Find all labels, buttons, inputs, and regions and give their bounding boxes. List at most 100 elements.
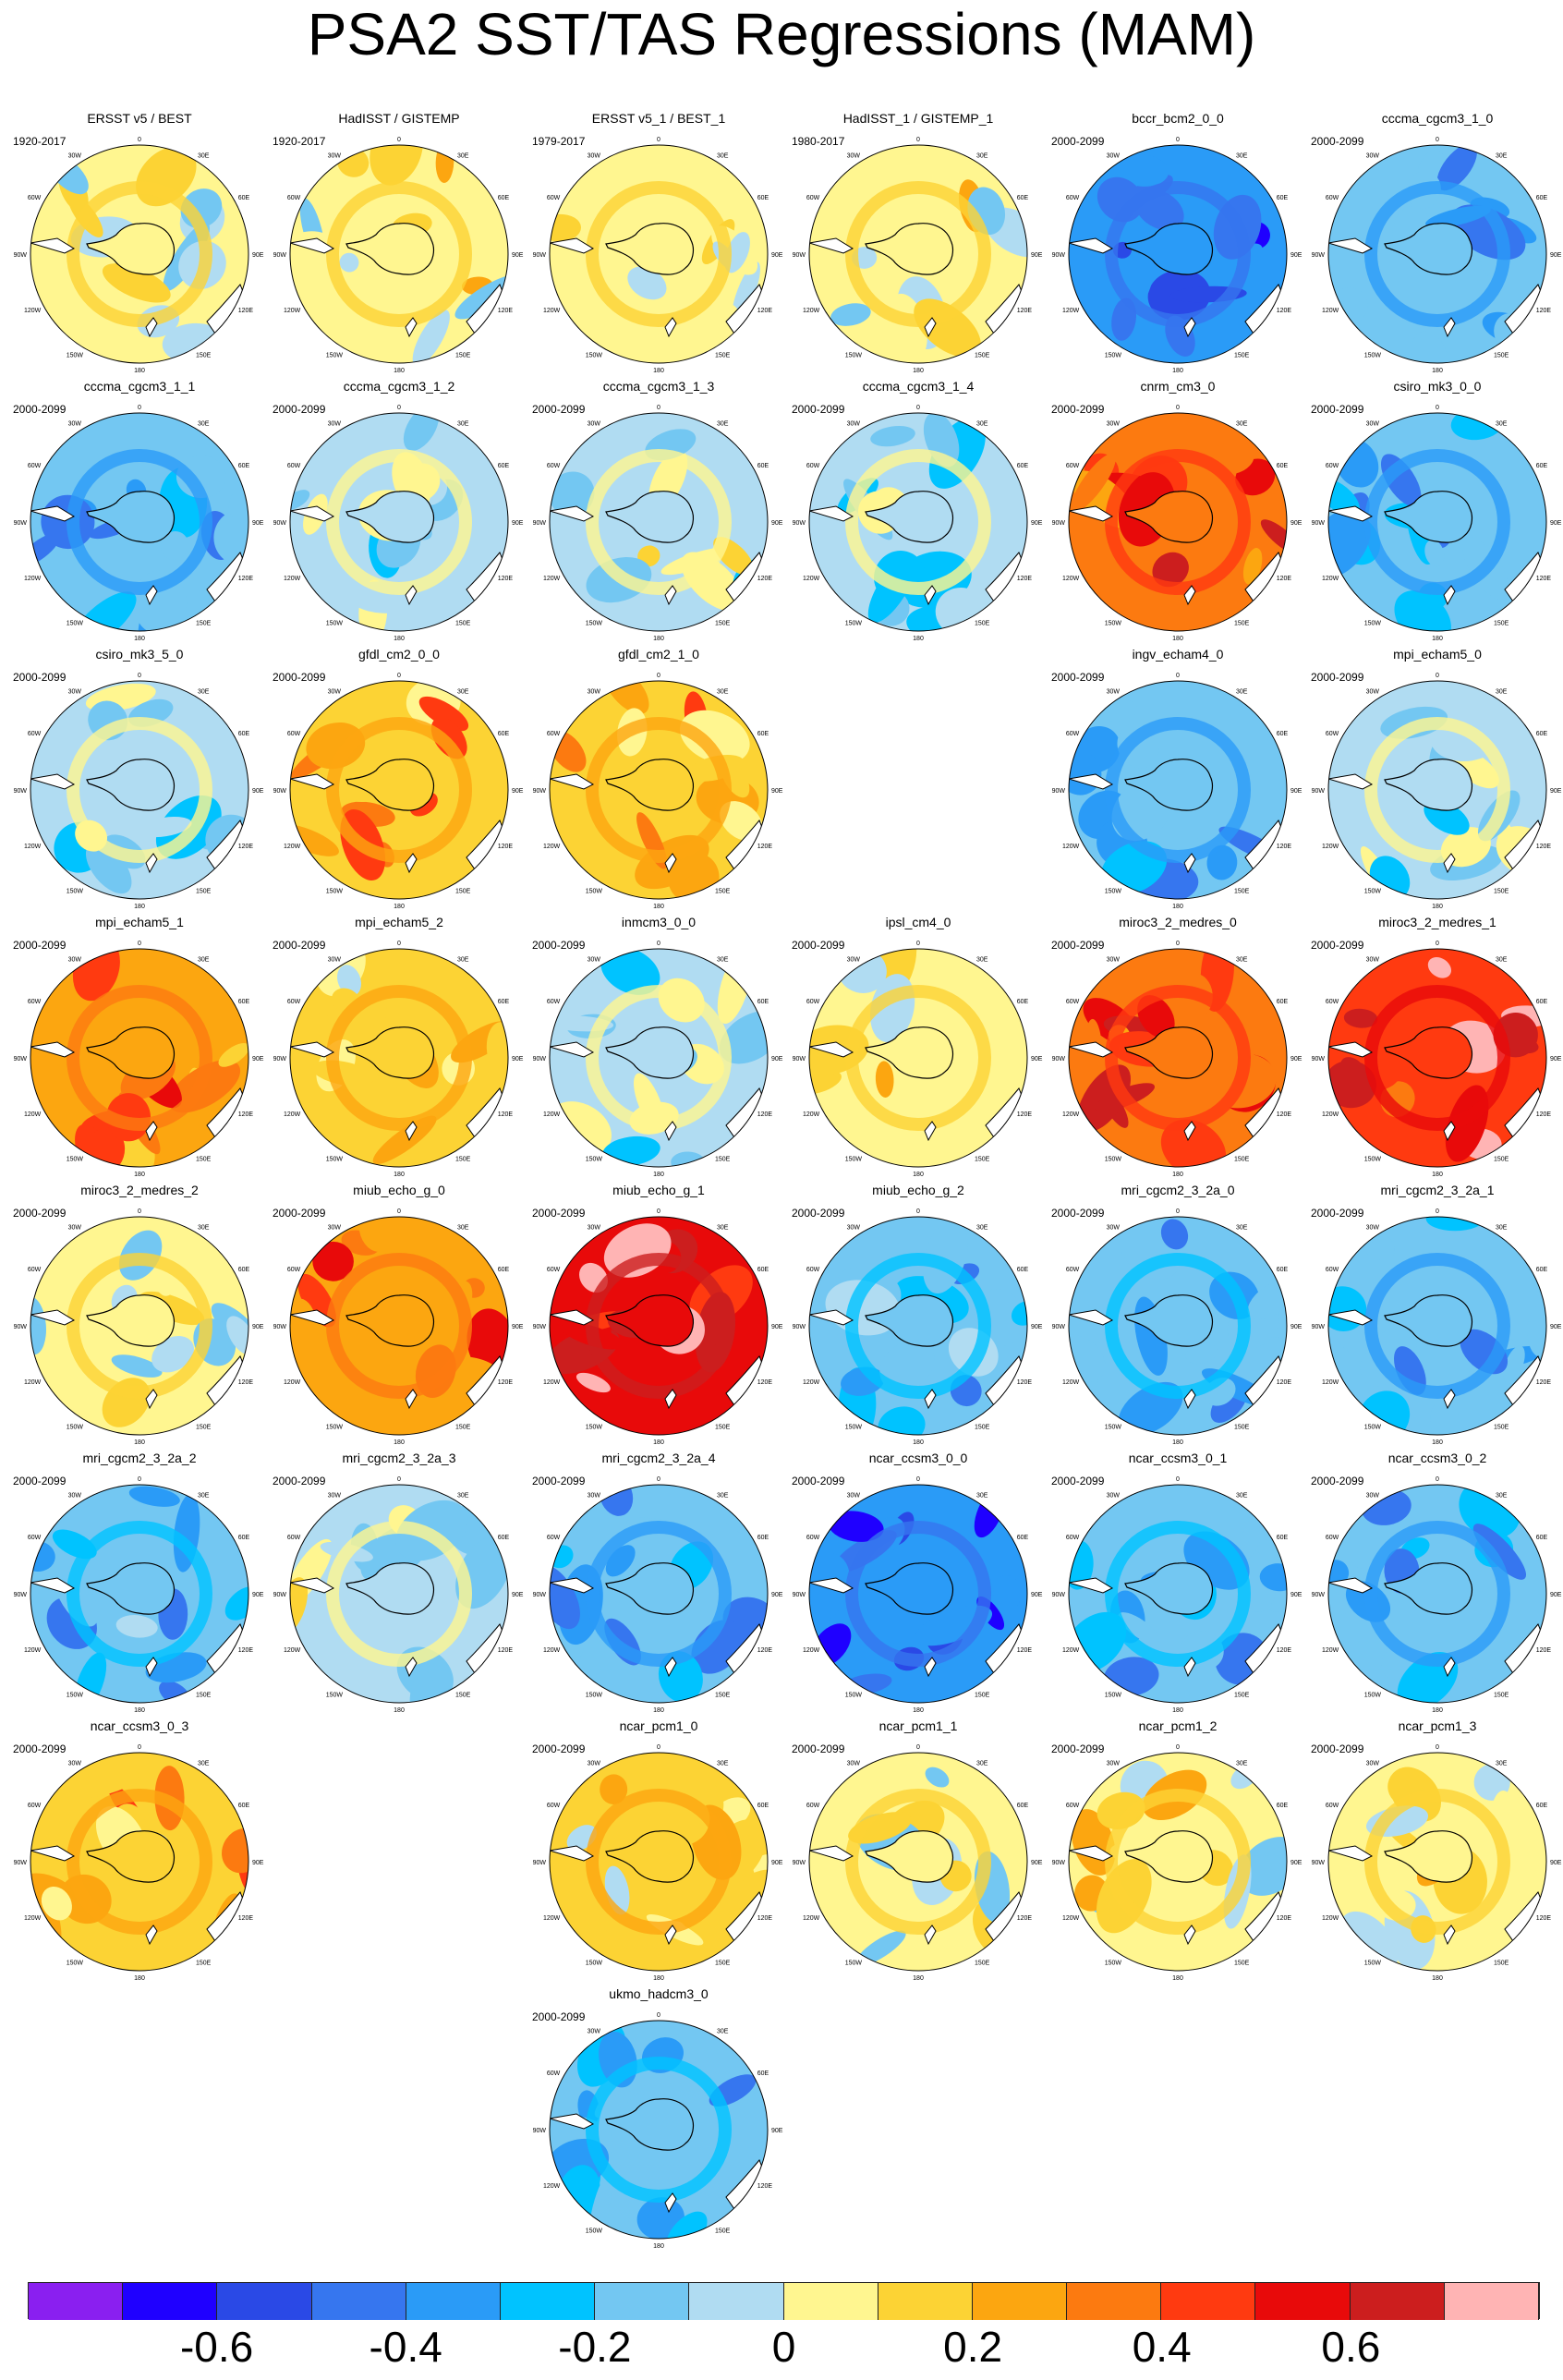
map-border bbox=[1068, 1484, 1288, 1704]
longitude-label: 150E bbox=[1234, 1961, 1250, 1967]
longitude-label: 150W bbox=[67, 1961, 84, 1967]
longitude-label: 90W bbox=[1052, 788, 1066, 795]
antarctica-outline bbox=[865, 1830, 954, 1883]
panel-title: ukmo_hadcm3_0 bbox=[609, 1986, 709, 2001]
anomaly-patch bbox=[41, 1886, 72, 1921]
longitude-label: 150E bbox=[715, 1961, 731, 1967]
longitude-label: 60W bbox=[806, 1535, 820, 1541]
anomaly-ring bbox=[1364, 1521, 1510, 1667]
south-america-tip bbox=[1069, 1577, 1114, 1594]
longitude-label: 0 bbox=[397, 673, 401, 679]
longitude-label: 90E bbox=[252, 788, 264, 795]
anomaly-ring bbox=[586, 1789, 732, 1935]
longitude-label: 180 bbox=[1432, 1172, 1443, 1178]
longitude-label: 150E bbox=[455, 621, 471, 627]
anomaly-patch bbox=[1430, 1402, 1465, 1435]
new-zealand bbox=[924, 1925, 937, 1946]
new-zealand bbox=[664, 585, 677, 606]
longitude-label: 0 bbox=[1176, 405, 1180, 411]
longitude-label: 30E bbox=[717, 1760, 729, 1767]
south-america-tip bbox=[290, 1577, 335, 1594]
longitude-label: 150W bbox=[1364, 353, 1382, 359]
new-zealand bbox=[1183, 317, 1196, 338]
panel-title: ncar_ccsm3_0_1 bbox=[1128, 1451, 1228, 1465]
longitude-label: 120W bbox=[543, 844, 561, 850]
anomaly-patch bbox=[372, 1115, 437, 1164]
antarctica-outline bbox=[605, 759, 695, 811]
longitude-label: 90E bbox=[252, 1056, 264, 1062]
longitude-label: 90E bbox=[1031, 1592, 1043, 1598]
antarctica-outline bbox=[605, 223, 695, 275]
colorbar-swatch bbox=[878, 2283, 973, 2320]
longitude-label: 60W bbox=[287, 999, 301, 1005]
longitude-label: 120E bbox=[238, 1915, 254, 1922]
longitude-label: 60E bbox=[1277, 1535, 1289, 1541]
map-panel: ingv_echam4_0 2000-2099 0 30W 30E 60W 60E 90W 90… bbox=[1048, 647, 1308, 911]
longitude-label: 30E bbox=[1236, 1760, 1248, 1767]
panel-title: mpi_echam5_2 bbox=[355, 915, 443, 929]
longitude-label: 90W bbox=[533, 520, 547, 527]
longitude-label: 180 bbox=[913, 1439, 924, 1446]
longitude-label: 120W bbox=[803, 1647, 820, 1654]
longitude-label: 60W bbox=[1326, 195, 1339, 201]
longitude-label: 90E bbox=[1550, 252, 1562, 259]
longitude-label: 150W bbox=[845, 1961, 863, 1967]
panel-title: miub_echo_g_1 bbox=[612, 1183, 705, 1197]
longitude-label: 150W bbox=[1364, 1961, 1382, 1967]
anomaly-patch bbox=[1069, 1334, 1106, 1383]
longitude-label: 90E bbox=[512, 252, 524, 259]
panel-period: 1980-2017 bbox=[792, 135, 845, 148]
anomaly-patch bbox=[224, 1586, 248, 1621]
polar-map: 0 30W 30E 60W 60E 90W 90E 120W 120E 150W 150E 180 bbox=[1052, 1208, 1302, 1446]
polar-map: 0 30W 30E 60W 60E 90W 90E 120W 120E 150W 150E 180 bbox=[1312, 673, 1562, 910]
longitude-label: 150W bbox=[326, 1157, 344, 1163]
longitude-label: 150E bbox=[1494, 1157, 1509, 1163]
anomaly-ring bbox=[67, 1253, 212, 1399]
panel-period: 2000-2099 bbox=[792, 939, 845, 952]
south-america-tip bbox=[1328, 1845, 1374, 1862]
map-border bbox=[549, 2020, 769, 2240]
longitude-label: 60W bbox=[547, 999, 561, 1005]
polar-map: 0 30W 30E 60W 60E 90W 90E 120W 120E 150W 150E 180 bbox=[1312, 941, 1562, 1178]
anomaly-patch bbox=[1503, 1345, 1525, 1384]
colorbar-swatch bbox=[217, 2283, 312, 2320]
longitude-label: 30E bbox=[1496, 420, 1508, 427]
longitude-label: 120W bbox=[1322, 308, 1339, 314]
longitude-label: 90W bbox=[14, 1056, 28, 1062]
longitude-label: 150W bbox=[1364, 1425, 1382, 1431]
longitude-label: 120W bbox=[1062, 308, 1080, 314]
panel-title: ERSST v5 / BEST bbox=[87, 111, 192, 126]
new-zealand bbox=[145, 1925, 158, 1946]
map-border bbox=[549, 1216, 769, 1436]
longitude-label: 60E bbox=[238, 731, 250, 737]
longitude-label: 150E bbox=[975, 1693, 990, 1699]
longitude-label: 0 bbox=[1436, 941, 1439, 947]
longitude-label: 30E bbox=[976, 420, 988, 427]
anomaly-patch bbox=[339, 252, 359, 273]
longitude-label: 180 bbox=[653, 368, 664, 374]
new-zealand bbox=[145, 585, 158, 606]
longitude-label: 150E bbox=[1494, 621, 1509, 627]
longitude-label: 30W bbox=[328, 956, 342, 963]
longitude-label: 150W bbox=[326, 1693, 344, 1699]
map-border bbox=[1327, 1216, 1547, 1436]
longitude-label: 90E bbox=[512, 1592, 524, 1598]
longitude-label: 150E bbox=[1234, 353, 1250, 359]
polar-map: 0 30W 30E 60W 60E 90W 90E 120W 120E 150W 150E 180 bbox=[14, 1744, 264, 1982]
longitude-label: 60W bbox=[1066, 999, 1080, 1005]
colorbar-swatch bbox=[406, 2283, 501, 2320]
longitude-label: 0 bbox=[657, 2012, 660, 2019]
longitude-label: 150E bbox=[196, 621, 212, 627]
longitude-label: 30W bbox=[588, 956, 601, 963]
panel-title: ncar_ccsm3_0_2 bbox=[1387, 1451, 1487, 1465]
longitude-label: 120W bbox=[284, 844, 301, 850]
longitude-label: 150E bbox=[1494, 1693, 1509, 1699]
panel-title: cccma_cgcm3_1_1 bbox=[83, 379, 196, 394]
anomaly-ring bbox=[586, 717, 732, 863]
longitude-label: 180 bbox=[653, 1707, 664, 1714]
anomaly-patch bbox=[71, 591, 137, 631]
longitude-label: 90E bbox=[771, 1592, 783, 1598]
anomaly-ring bbox=[67, 985, 212, 1131]
south-america-tip bbox=[809, 1577, 854, 1594]
longitude-label: 30W bbox=[847, 420, 861, 427]
